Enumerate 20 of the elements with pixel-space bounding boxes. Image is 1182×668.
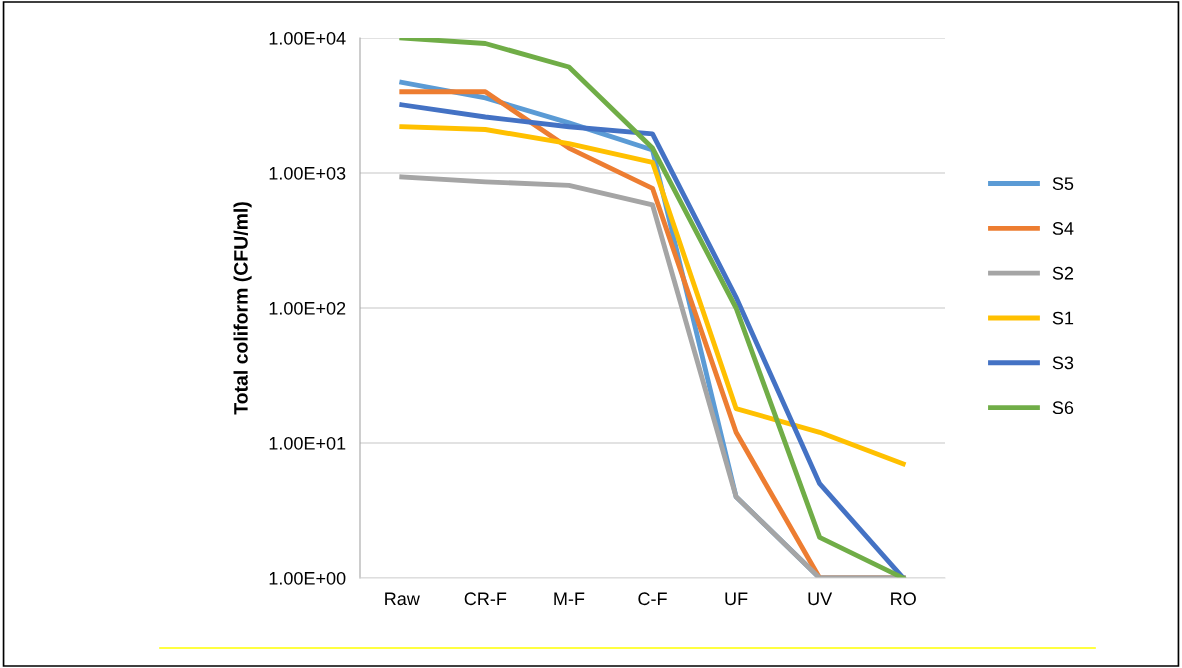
legend-label: S3 — [1052, 356, 1074, 370]
x-tick-label: Raw — [385, 592, 420, 606]
x-tick-label: C-F — [638, 592, 667, 606]
y-tick-label: 1.00E+01 — [269, 436, 346, 450]
legend-label: S1 — [1052, 311, 1074, 325]
y-tick-label: 1.00E+02 — [269, 301, 346, 315]
legend-label: S4 — [1052, 222, 1074, 235]
x-tick-label: UF — [725, 592, 748, 606]
y-tick-label: 1.00E+04 — [269, 31, 346, 45]
legend-label: S2 — [1052, 266, 1074, 280]
x-tick-label: CR-F — [464, 592, 507, 606]
x-tick-label: RO — [891, 592, 916, 606]
line-series — [399, 124, 906, 467]
legend-label: S6 — [1052, 401, 1074, 415]
legend-label: S5 — [1052, 177, 1074, 190]
y-tick-label: 1.00E+03 — [269, 166, 346, 180]
y-axis-title: Total coliform (CFU/ml) — [233, 202, 252, 415]
x-tick-label: M-F — [554, 592, 585, 605]
x-tick-label: UV — [808, 592, 833, 606]
y-tick-label: 1.00E+00 — [269, 571, 346, 585]
